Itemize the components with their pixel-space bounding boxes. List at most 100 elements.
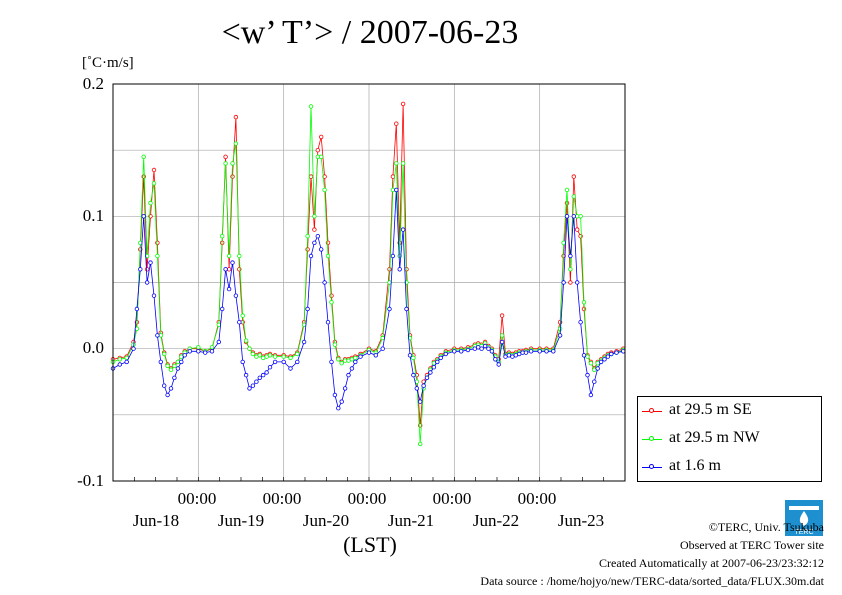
data-point <box>380 346 385 351</box>
data-point <box>575 227 580 232</box>
data-point <box>353 359 358 365</box>
data-point <box>387 306 392 312</box>
data-point <box>257 375 262 380</box>
data-point <box>325 240 331 245</box>
data-point <box>400 101 406 107</box>
data-point <box>226 286 232 292</box>
data-point <box>486 346 491 351</box>
data-point <box>151 293 157 298</box>
data-point <box>428 370 433 375</box>
data-point <box>322 187 327 193</box>
data-point <box>435 359 440 365</box>
data-point <box>312 240 317 245</box>
data-point <box>264 370 269 375</box>
data-point <box>329 293 334 298</box>
data-point <box>571 194 576 199</box>
data-point <box>308 104 314 109</box>
data-point <box>349 366 355 371</box>
data-point <box>233 293 239 298</box>
data-point <box>131 346 136 351</box>
data-point <box>233 141 239 146</box>
source-text: Data source : /home/hojyo/new/TERC-data/… <box>480 574 824 588</box>
data-point <box>581 300 587 305</box>
series-2 <box>110 187 626 411</box>
data-point <box>172 363 177 369</box>
data-point <box>424 375 430 380</box>
data-point <box>387 267 392 272</box>
legend-swatch <box>642 464 662 469</box>
data-point <box>308 174 314 179</box>
data-point <box>452 349 457 354</box>
data-point <box>325 320 331 325</box>
legend-label: at 1.6 m <box>669 457 721 474</box>
data-point <box>172 375 177 380</box>
legend-swatch <box>642 408 662 413</box>
data-point <box>308 253 314 259</box>
data-point <box>557 333 563 338</box>
data-point <box>319 154 324 159</box>
legend-swatch <box>642 436 662 441</box>
data-point <box>161 383 167 388</box>
data-point <box>209 345 215 350</box>
x-time-label: 00:00 <box>432 489 472 508</box>
data-point <box>243 372 249 378</box>
data-point <box>144 267 150 272</box>
data-point <box>346 372 351 378</box>
data-point <box>267 365 273 370</box>
data-point <box>571 174 576 179</box>
data-point <box>272 354 278 359</box>
data-point <box>312 227 317 232</box>
series-layer <box>110 101 626 447</box>
data-point <box>243 338 249 343</box>
data-point <box>179 359 184 365</box>
data-point <box>585 372 590 378</box>
data-point <box>414 386 419 391</box>
data-point <box>312 214 317 219</box>
created-text: Created Automatically at 2007-06-23/23:3… <box>599 556 824 570</box>
data-point <box>168 386 174 391</box>
data-point <box>329 300 334 305</box>
data-point <box>301 322 307 327</box>
data-point <box>588 392 594 398</box>
data-point <box>411 355 416 361</box>
data-point <box>134 306 140 312</box>
y-tick-label: 0.0 <box>82 338 104 357</box>
x-date-label: Jun-21 <box>387 511 435 530</box>
data-point <box>233 114 239 120</box>
chart-title: <w’ T’> / 2007-06-23 <box>221 14 519 51</box>
data-point <box>568 253 573 259</box>
observed-text: Observed at TERC Tower site <box>679 538 824 552</box>
data-point <box>151 181 157 186</box>
series-line <box>112 103 624 426</box>
logo-text: TERC <box>794 529 813 536</box>
data-point <box>216 339 221 345</box>
data-point <box>247 386 252 391</box>
data-point <box>161 351 167 357</box>
data-point <box>288 366 293 371</box>
data-point <box>240 313 245 318</box>
data-point <box>117 357 122 362</box>
data-point <box>226 267 232 272</box>
legend-label: at 29.5 m SE <box>669 401 752 418</box>
data-point <box>175 366 181 371</box>
data-point <box>250 383 256 388</box>
data-point <box>506 353 512 358</box>
data-point <box>575 280 580 285</box>
data-point <box>342 386 348 391</box>
data-point <box>240 359 245 365</box>
x-date-label: Jun-19 <box>217 511 265 530</box>
series-line <box>112 189 624 410</box>
x-time-label: 00:00 <box>177 489 217 508</box>
data-point <box>155 240 160 245</box>
data-point <box>499 313 505 318</box>
data-point <box>358 354 363 359</box>
data-point <box>281 359 286 365</box>
data-point <box>564 187 570 193</box>
legend-entry-nw: at 29.5 m NW <box>642 427 820 453</box>
data-point <box>301 339 307 345</box>
data-point <box>373 353 378 358</box>
data-point <box>209 349 215 354</box>
data-point <box>465 347 471 353</box>
data-point <box>431 365 437 370</box>
data-point <box>117 362 122 367</box>
